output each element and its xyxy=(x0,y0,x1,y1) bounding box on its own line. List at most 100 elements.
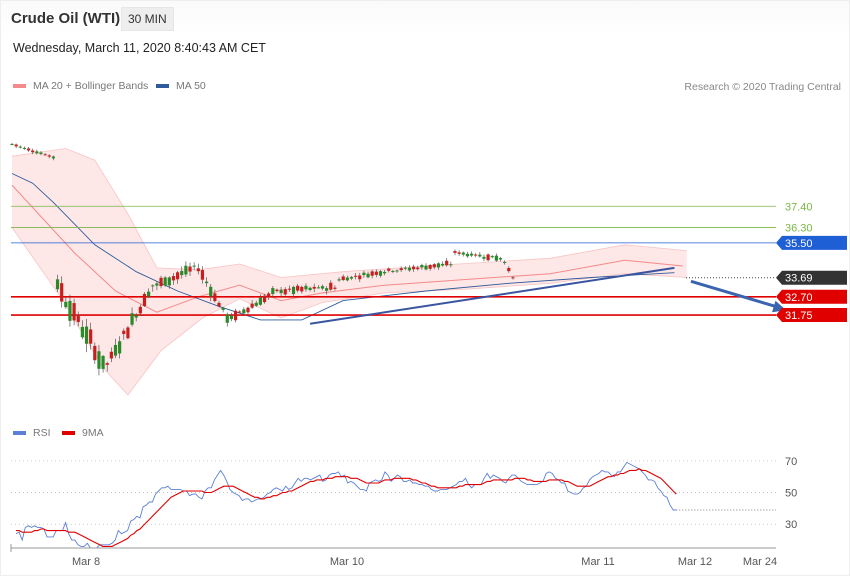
candle xyxy=(188,262,192,277)
legend-ma50[interactable]: MA 50 xyxy=(156,80,206,92)
candle-body xyxy=(391,270,395,272)
candle-body xyxy=(163,277,167,286)
candle-body xyxy=(180,270,184,276)
candle-body xyxy=(474,254,478,256)
candle-body xyxy=(204,281,209,284)
candle-body xyxy=(503,261,507,264)
candle xyxy=(35,149,39,155)
candle xyxy=(275,288,279,293)
x-tick-label: Mar 10 xyxy=(330,556,364,568)
candle xyxy=(436,262,441,270)
candle-body xyxy=(47,155,51,157)
candle-body xyxy=(374,271,378,275)
candle xyxy=(192,262,196,271)
candle-body xyxy=(490,256,494,258)
candle-body xyxy=(35,151,39,154)
candle-body xyxy=(142,293,147,307)
legend-rsi[interactable]: RSI xyxy=(13,427,51,439)
legend-9ma[interactable]: 9MA xyxy=(62,427,104,439)
level-label-box xyxy=(776,289,847,304)
candle-body xyxy=(486,254,490,261)
candle-body xyxy=(130,313,134,325)
candle xyxy=(498,256,503,262)
candle-body xyxy=(155,283,159,286)
candle xyxy=(55,274,60,293)
candle-body xyxy=(238,311,242,313)
candle xyxy=(142,292,147,308)
candle xyxy=(486,253,490,262)
candle xyxy=(64,297,68,309)
candle-body xyxy=(51,156,55,159)
candle xyxy=(233,308,238,323)
candle-body xyxy=(109,351,113,359)
candle-body xyxy=(229,315,234,320)
candle xyxy=(147,288,151,299)
rsi-tick-label: 50 xyxy=(785,488,797,500)
candle-body xyxy=(138,306,142,314)
candle xyxy=(474,253,478,258)
candle xyxy=(176,270,180,284)
candle xyxy=(180,266,184,279)
candle-body xyxy=(126,327,130,339)
candle-body xyxy=(511,277,515,279)
candle-body xyxy=(358,275,362,280)
candle-body xyxy=(300,286,304,292)
bollinger-upper-line xyxy=(11,148,687,278)
candle-body xyxy=(407,267,412,271)
candle-body xyxy=(250,303,254,308)
candle-body xyxy=(465,253,469,257)
rsi-9ma-line xyxy=(16,468,677,547)
candle xyxy=(494,253,498,262)
candle xyxy=(126,326,130,340)
candle xyxy=(262,293,267,304)
candle-body xyxy=(167,277,171,286)
candle xyxy=(432,263,436,270)
candle-body xyxy=(188,266,192,272)
legend-swatch-rsi xyxy=(13,431,26,435)
candle-body xyxy=(432,264,436,268)
candle xyxy=(465,251,469,258)
candle-body xyxy=(304,285,308,290)
research-credit: Research © 2020 Trading Central xyxy=(684,81,841,93)
candle xyxy=(478,252,482,258)
candle xyxy=(80,320,84,340)
timeframe-button[interactable]: 30 MIN xyxy=(121,7,174,31)
candle-body xyxy=(354,275,358,277)
candle xyxy=(109,347,113,363)
level-label: 37.40 xyxy=(785,201,813,213)
candle-body xyxy=(22,147,27,149)
rsi-line xyxy=(15,461,677,549)
candle xyxy=(457,250,461,256)
candle xyxy=(68,294,72,327)
candle-body xyxy=(461,252,465,255)
candle-body xyxy=(39,152,43,154)
candle-body xyxy=(147,291,151,297)
legend-swatch-ma20 xyxy=(13,84,26,88)
candle xyxy=(122,328,126,340)
candle-body xyxy=(97,351,101,369)
ma20-line xyxy=(11,184,683,313)
candle-body xyxy=(403,267,407,269)
candle xyxy=(449,261,453,268)
candle-body xyxy=(200,270,205,280)
candle xyxy=(225,312,229,327)
candle-body xyxy=(482,256,486,259)
bollinger-band-fill xyxy=(12,148,687,395)
candle xyxy=(221,306,225,313)
candle-body xyxy=(246,307,250,313)
candle-body xyxy=(93,345,97,361)
candle-body xyxy=(469,253,474,256)
candle-body xyxy=(26,148,31,151)
candle xyxy=(287,285,291,292)
candle xyxy=(43,152,47,156)
candle-body xyxy=(287,288,291,290)
candle-body xyxy=(320,286,325,289)
legend-label-rsi: RSI xyxy=(33,427,51,439)
trend-line xyxy=(309,266,675,325)
candle-body xyxy=(80,326,84,338)
candle xyxy=(258,294,262,306)
candle xyxy=(26,147,31,152)
legend-ma20-bollinger[interactable]: MA 20 + Bollinger Bands xyxy=(13,80,148,92)
candle-body xyxy=(55,279,60,290)
